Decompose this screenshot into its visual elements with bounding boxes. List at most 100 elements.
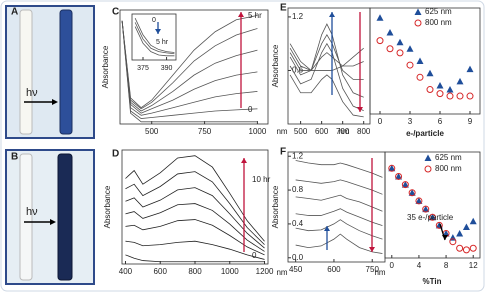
point: [416, 73, 424, 81]
spectrum-line: [295, 233, 383, 254]
spectrum-line: [125, 171, 265, 245]
spectrum-line: [295, 179, 383, 195]
spectrum-line: [134, 18, 175, 53]
x-tick-label: 500: [145, 127, 159, 136]
arrow-head: [155, 29, 161, 34]
panel-label: B: [11, 152, 18, 163]
spectrum-line: [295, 194, 383, 212]
annotation: 10 hr: [252, 175, 271, 184]
panel-label: A: [11, 7, 18, 18]
spectrum-line: [289, 47, 364, 71]
point: [429, 213, 436, 221]
spectrum-line: [295, 160, 383, 178]
point: [446, 92, 454, 100]
spectrum-line: [121, 20, 258, 123]
point: [386, 28, 394, 36]
point: [456, 92, 464, 100]
x-axis-label: %Tin: [423, 277, 442, 286]
x-tick-label: 6: [438, 117, 443, 126]
photo-frame: [5, 5, 95, 139]
tube-clear: [19, 9, 33, 135]
point: [456, 230, 464, 237]
spectrum-line: [125, 203, 265, 252]
spectrum-line: [125, 187, 265, 249]
panel-label: D: [112, 149, 119, 160]
tube-clear: [19, 153, 33, 281]
legend-marker: [424, 154, 432, 161]
x-tick-label: 0: [378, 117, 383, 126]
x-tick-label: 600: [315, 127, 329, 136]
y-axis-label: Absorbance: [271, 185, 280, 228]
plot-frame: [287, 151, 386, 263]
x-tick-label: 1000: [249, 127, 267, 136]
spectrum-line: [289, 74, 364, 118]
point: [435, 221, 443, 229]
panel-label: E: [280, 3, 287, 14]
point: [436, 81, 444, 89]
arrow-head: [442, 235, 448, 240]
x-tick-label: 600: [154, 267, 168, 276]
x-axis-label: nm: [276, 127, 287, 136]
x-tick-label: 12: [469, 261, 478, 270]
point: [462, 246, 470, 254]
point: [376, 37, 384, 45]
point: [401, 181, 409, 189]
photo-b: B hν: [5, 149, 95, 285]
point: [415, 197, 423, 205]
plot-frame: [369, 7, 481, 115]
annotation: 0: [248, 105, 253, 114]
annotation: 5 hr: [156, 39, 169, 46]
arrow-head: [369, 247, 375, 252]
y-axis-label: Absorbance: [271, 44, 280, 87]
point: [426, 69, 434, 77]
x-tick-label: 4: [417, 261, 422, 270]
y-tick-label: 0.8: [292, 185, 304, 194]
point: [376, 14, 384, 21]
plot-frame: [384, 151, 481, 259]
x-tick-label: 1000: [221, 267, 239, 276]
arrow-label: hν: [26, 87, 38, 99]
point: [466, 65, 474, 73]
point: [408, 189, 416, 196]
spectrum-line: [134, 26, 175, 57]
point: [422, 205, 430, 213]
point: [456, 244, 464, 252]
point: [466, 92, 474, 100]
point: [388, 164, 396, 172]
spectrum-line: [295, 208, 383, 226]
spectrum-line: [121, 20, 258, 110]
spectrum-line: [125, 155, 265, 242]
panel-label: C: [112, 7, 119, 18]
point: [408, 189, 416, 197]
legend-label: 625 nm: [425, 7, 452, 16]
annotation: 5 hr: [248, 11, 262, 20]
point: [415, 197, 423, 204]
x-tick-label: 1200: [256, 267, 274, 276]
point: [406, 45, 414, 52]
arrow-head: [241, 158, 247, 163]
annotation: 0: [252, 251, 257, 260]
inset-frame: [131, 13, 177, 61]
x-tick-label: 750: [366, 265, 380, 274]
arrow-label: hν: [26, 206, 38, 218]
spectrum-line: [289, 33, 364, 80]
x-tick-label: 450: [289, 265, 303, 274]
y-axis-label: Absorbance: [103, 185, 112, 228]
arrow-head: [50, 219, 56, 225]
x-tick-label: 500: [294, 127, 308, 136]
spectrum-line: [125, 240, 265, 260]
point: [416, 57, 424, 64]
x-tick-label: 750: [198, 127, 212, 136]
photo-frame: [5, 149, 95, 285]
y-tick-label: 1.2: [292, 151, 304, 160]
point: [462, 223, 470, 231]
point: [395, 172, 403, 180]
x-tick-label: 375: [137, 65, 149, 72]
x-axis-label: nm: [338, 127, 349, 136]
spectrum-line: [289, 42, 364, 111]
spectrum-line: [121, 15, 258, 109]
point: [456, 77, 464, 85]
point: [442, 230, 450, 237]
